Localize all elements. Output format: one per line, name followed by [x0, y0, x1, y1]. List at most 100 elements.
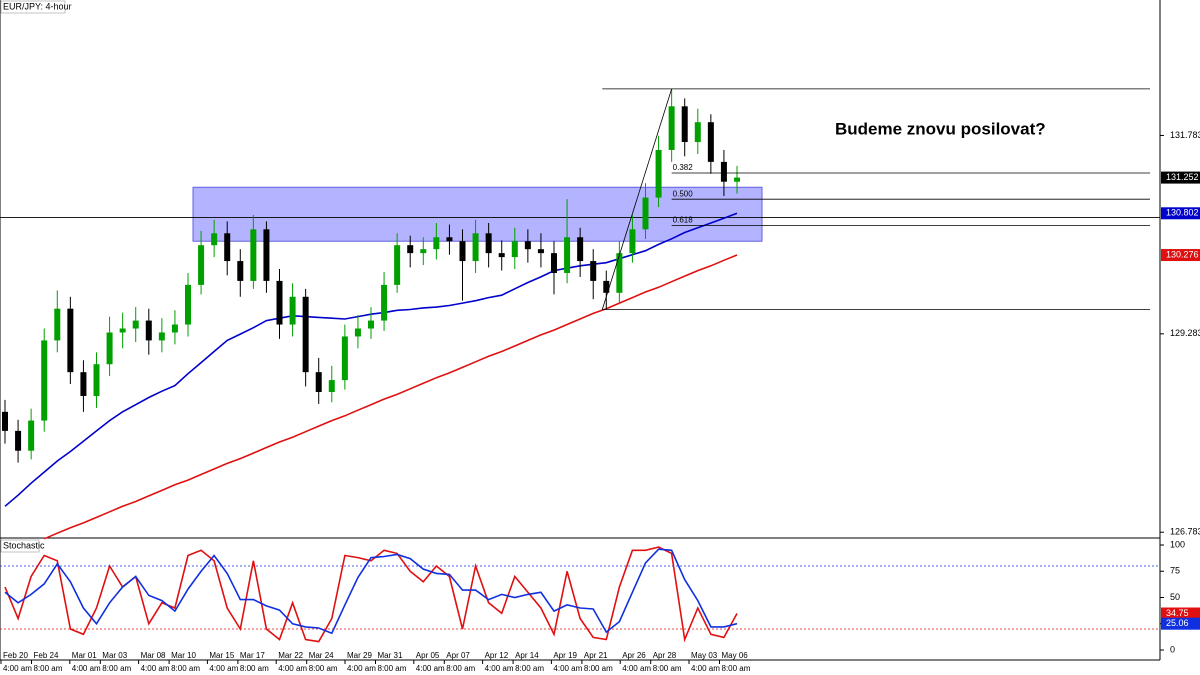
- candle-body: [224, 233, 231, 262]
- line-series: [43, 254, 738, 540]
- candle-body: [354, 328, 361, 337]
- candle-body: [341, 336, 348, 381]
- candle-body: [158, 332, 165, 341]
- fib-diagonal: [601, 88, 673, 310]
- candle-body: [381, 284, 388, 321]
- indicator-title: Stochastic: [3, 540, 45, 550]
- x-tick-time: 8:00 am: [653, 664, 682, 673]
- x-tick-date: Apr 26: [622, 651, 646, 660]
- x-tick-time: 4:00 am: [278, 664, 307, 673]
- x-tick-date: Feb 20: [3, 651, 28, 660]
- x-tick-time: 4:00 am: [416, 664, 445, 673]
- candle-body: [328, 380, 335, 392]
- candle-body: [2, 411, 8, 431]
- y-tick-label: 131.783: [1170, 130, 1200, 140]
- candle-body: [629, 229, 636, 254]
- candle-body: [93, 364, 100, 396]
- x-tick-time: 8:00 am: [584, 664, 613, 673]
- price-marker-label: 34.75: [1166, 608, 1189, 618]
- candle-body: [132, 320, 139, 329]
- candle-body: [106, 332, 113, 365]
- chart-title: EUR/JPY: 4-hour: [3, 1, 72, 11]
- candle-body: [237, 261, 244, 281]
- candle-body: [80, 372, 87, 396]
- candle-body: [694, 122, 701, 143]
- candle-body: [15, 430, 22, 451]
- annotation: Budeme znovu posilovat?: [835, 119, 1046, 138]
- x-tick-time: 4:00 am: [209, 664, 238, 673]
- candle-body: [433, 237, 440, 250]
- candle-body: [315, 372, 322, 392]
- x-tick-time: 8:00 am: [309, 664, 338, 673]
- x-tick-time: 4:00 am: [485, 664, 514, 673]
- price-marker-label: 131.252: [1166, 172, 1199, 182]
- price-marker: [1161, 607, 1200, 620]
- candle-body: [668, 106, 675, 150]
- x-tick-date: Apr 21: [584, 651, 608, 660]
- y-tick-label: 50: [1170, 592, 1180, 602]
- candle-body: [577, 237, 584, 262]
- x-tick-time: 8:00 am: [171, 664, 200, 673]
- y-tick-label: 129.283: [1170, 328, 1200, 338]
- x-tick-date: Apr 05: [416, 651, 440, 660]
- x-tick-date: May 06: [722, 651, 749, 660]
- candle-body: [524, 241, 531, 250]
- x-tick-date: Mar 24: [309, 651, 334, 660]
- x-tick-time: 8:00 am: [102, 664, 131, 673]
- x-tick-date: Apr 19: [553, 651, 577, 660]
- candle-body: [185, 284, 191, 325]
- fib-level-label: 0.382: [673, 163, 694, 172]
- candle-body: [171, 324, 178, 333]
- candle-body: [734, 177, 740, 182]
- x-tick-time: 4:00 am: [141, 664, 170, 673]
- price-marker-label: 130.276: [1166, 249, 1199, 259]
- price-marker-label: 130.802: [1166, 208, 1199, 218]
- y-tick-label: 126.783: [1170, 527, 1200, 537]
- x-tick-time: 4:00 am: [347, 664, 376, 673]
- x-tick-date: Feb 24: [34, 651, 59, 660]
- x-tick-date: Mar 22: [278, 651, 303, 660]
- x-tick-date: Mar 17: [240, 651, 265, 660]
- price-marker: [1161, 171, 1200, 184]
- candle-body: [551, 253, 557, 273]
- candle-body: [498, 253, 505, 258]
- x-tick-time: 8:00 am: [515, 664, 544, 673]
- fib-level-label: 0.500: [673, 189, 694, 198]
- candle-body: [54, 308, 61, 341]
- candle-body: [603, 280, 610, 293]
- candle-body: [642, 197, 649, 230]
- x-tick-date: Mar 03: [102, 651, 127, 660]
- x-tick-time: 8:00 am: [446, 664, 475, 673]
- candle-body: [446, 237, 453, 242]
- candle-body: [198, 245, 205, 285]
- candle-body: [720, 161, 727, 182]
- candle-body: [28, 420, 35, 451]
- price-marker-label: 25.06: [1166, 618, 1189, 628]
- candle-body: [537, 249, 544, 254]
- candle-body: [407, 245, 414, 254]
- x-tick-time: 8:00 am: [34, 664, 63, 673]
- candle-body: [616, 253, 623, 293]
- candle-body: [564, 237, 571, 273]
- y-tick-label: 100: [1170, 539, 1185, 549]
- candle-body: [67, 308, 74, 373]
- x-tick-time: 4:00 am: [3, 664, 32, 673]
- candle-body: [707, 122, 714, 162]
- candle-body: [145, 320, 152, 341]
- x-tick-date: Apr 28: [653, 651, 677, 660]
- candle-body: [472, 233, 479, 262]
- x-tick-time: 8:00 am: [240, 664, 269, 673]
- candle-body: [119, 328, 126, 333]
- x-tick-time: 8:00 am: [378, 664, 407, 673]
- x-tick-date: Mar 01: [72, 651, 97, 660]
- candle-body: [368, 320, 374, 329]
- candle-body: [655, 149, 662, 198]
- zone: [192, 186, 763, 242]
- candle-body: [681, 106, 688, 143]
- candle-body: [289, 296, 296, 325]
- x-tick-time: 4:00 am: [553, 664, 582, 673]
- candle-body: [41, 340, 48, 421]
- y-tick-label: 75: [1170, 566, 1180, 576]
